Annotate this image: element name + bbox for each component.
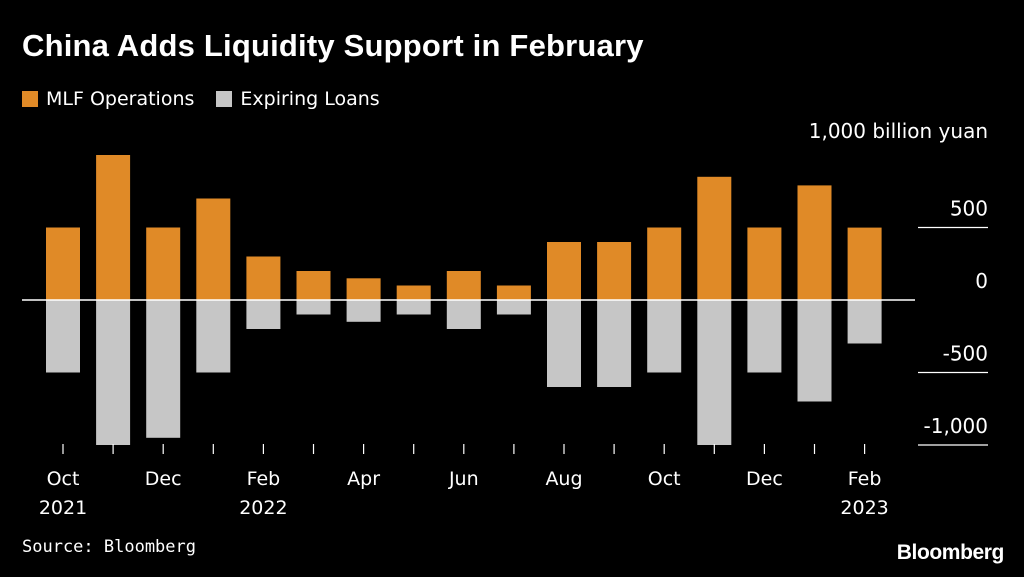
bar-expiring-2	[146, 300, 181, 438]
legend-label-expiring: Expiring Loans	[240, 88, 380, 110]
bar-expiring-1	[96, 300, 131, 445]
y-tick-label--500: -500	[943, 342, 988, 366]
y-tick-label-500: 500	[950, 197, 988, 221]
bar-expiring-13	[697, 300, 732, 445]
bar-expiring-0	[46, 300, 80, 373]
bar-expiring-4	[246, 300, 281, 329]
x-tick-label-10-0: Aug	[545, 468, 582, 490]
bar-mlf-5	[296, 271, 331, 300]
x-tick-label-0-1: 2021	[39, 497, 87, 519]
bar-expiring-11	[597, 300, 632, 387]
bar-expiring-9	[496, 300, 531, 315]
bar-expiring-12	[647, 300, 682, 373]
bar-mlf-11	[597, 242, 632, 300]
x-tick-label-4-0: Feb	[247, 468, 281, 490]
bar-expiring-14	[747, 300, 782, 373]
y-tick-label--1000: -1,000	[924, 414, 988, 438]
bar-expiring-5	[296, 300, 331, 315]
x-tick-label-0-0: Oct	[47, 468, 80, 490]
legend-swatch-mlf	[22, 91, 38, 107]
bar-mlf-4	[246, 256, 281, 300]
legend-label-mlf: MLF Operations	[46, 88, 195, 110]
x-tick-label-6-0: Apr	[347, 468, 380, 490]
x-tick-label-4-1: 2022	[239, 497, 287, 519]
legend-item-mlf: MLF Operations	[22, 88, 194, 110]
legend: MLF Operations Expiring Loans	[22, 88, 402, 110]
x-tick-label-16-1: 2023	[840, 497, 888, 519]
x-tick-label-12-0: Oct	[648, 468, 681, 490]
bar-expiring-7	[396, 300, 431, 315]
bar-mlf-13	[697, 176, 732, 301]
bloomberg-logo: Bloomberg	[896, 541, 1005, 564]
bar-mlf-14	[747, 227, 782, 300]
bar-expiring-10	[547, 300, 581, 387]
bar-expiring-3	[196, 300, 231, 373]
bar-mlf-3	[196, 198, 231, 300]
x-tick-label-8-0: Jun	[448, 468, 479, 490]
bar-expiring-6	[346, 300, 381, 322]
bar-mlf-6	[346, 278, 381, 301]
bar-mlf-8	[446, 271, 481, 300]
bar-mlf-0	[46, 227, 80, 300]
legend-item-expiring: Expiring Loans	[216, 88, 380, 110]
bar-expiring-15	[797, 300, 832, 402]
bar-expiring-16	[847, 300, 882, 344]
x-tick-label-14-0: Dec	[746, 468, 783, 490]
y-axis-unit-label: 1,000 billion yuan	[808, 119, 988, 143]
bar-mlf-9	[496, 285, 531, 300]
x-tick-label-2-0: Dec	[145, 468, 182, 490]
bar-mlf-1	[96, 155, 131, 300]
bar-expiring-8	[446, 300, 481, 329]
bar-mlf-7	[396, 285, 431, 300]
bar-mlf-12	[647, 227, 682, 300]
bar-mlf-15	[797, 185, 832, 300]
chart-title: China Adds Liquidity Support in February	[22, 28, 644, 63]
legend-swatch-expiring	[216, 91, 233, 107]
y-tick-label-0: 0	[975, 269, 988, 293]
source-note: Source: Bloomberg	[22, 537, 196, 557]
bar-mlf-2	[146, 227, 181, 300]
bar-mlf-10	[547, 242, 581, 300]
x-tick-label-16-0: Feb	[848, 468, 882, 490]
bar-mlf-16	[847, 227, 882, 300]
